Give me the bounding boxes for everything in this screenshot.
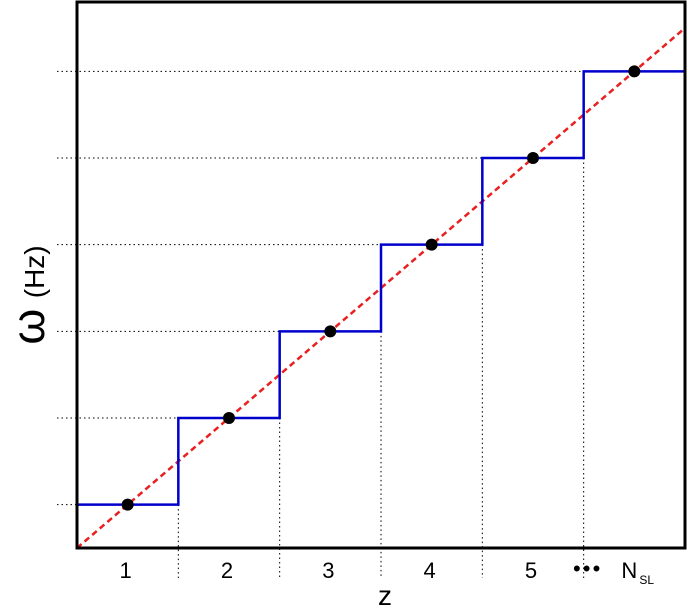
x-axis-label: z — [378, 580, 392, 606]
x-tick-label: 3 — [322, 558, 334, 583]
data-point — [527, 152, 539, 164]
x-tick-labels: 1 2 3 4 5 N SL • • • — [120, 556, 655, 587]
data-point — [121, 498, 134, 511]
data-point — [628, 65, 641, 78]
series-layer — [76, 27, 686, 549]
grid-lines — [57, 70, 585, 578]
y-axis-symbol: ω — [2, 309, 54, 345]
data-point — [223, 412, 235, 424]
x-tick-label: N — [621, 558, 637, 583]
x-tick-ellipsis: • • • — [573, 556, 600, 581]
x-tick-label: 4 — [424, 558, 436, 583]
x-tick-label: 5 — [525, 558, 537, 583]
data-point — [425, 238, 438, 251]
data-point — [324, 325, 337, 338]
x-tick-label: 1 — [120, 558, 132, 583]
x-tick-label: 2 — [221, 558, 233, 583]
plot-frame — [75, 0, 687, 550]
y-axis-unit: (Hz) — [19, 245, 50, 298]
y-axis-label: ω (Hz) — [2, 245, 54, 344]
x-tick-subscript: SL — [639, 573, 654, 587]
svg-text:ω (Hz): ω (Hz) — [2, 245, 54, 344]
step-series-line — [77, 70, 685, 506]
